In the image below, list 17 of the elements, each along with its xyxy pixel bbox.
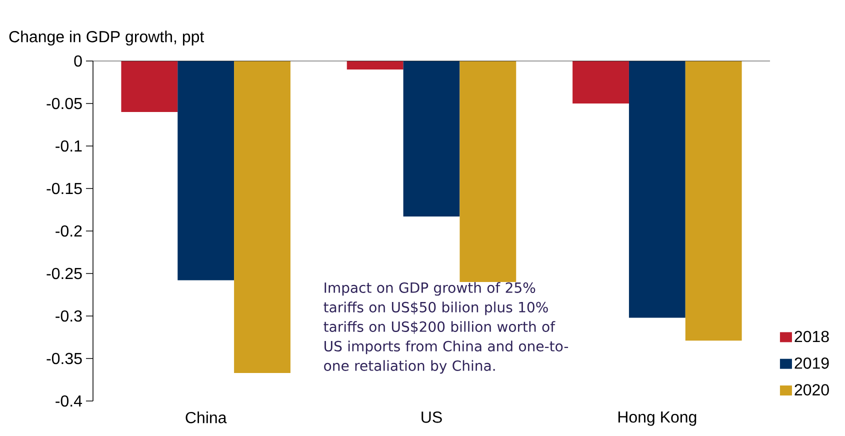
y-tick-label: -0.2	[56, 225, 82, 237]
x-tick-label: Hong Kong	[618, 412, 696, 426]
legend-label: 2018	[794, 330, 829, 342]
legend-label: 2020	[794, 384, 829, 396]
y-tick-label: 0	[74, 55, 82, 67]
y-tick-label: -0.05	[46, 98, 82, 110]
y-tick-label: -0.4	[56, 395, 82, 407]
y-tick-label: -0.3	[56, 310, 82, 322]
y-tick-label: -0.35	[46, 352, 82, 364]
y-axis-title: Change in GDP growth, ppt	[9, 30, 204, 46]
annotation: Impact on GDP growth of 25% tariffs on US$50 bilion plus 10% tariffs on US$200 billion worth of US imports from China and one-to-one retaliation by China.	[324, 282, 568, 374]
y-tick-label: -0.15	[46, 182, 82, 194]
y-tick-label: -0.25	[46, 268, 82, 280]
legend-label: 2019	[794, 358, 829, 369]
x-tick-label: US	[422, 412, 442, 423]
y-tick-label: -0.1	[56, 140, 82, 152]
x-tick-label: China	[186, 412, 227, 424]
